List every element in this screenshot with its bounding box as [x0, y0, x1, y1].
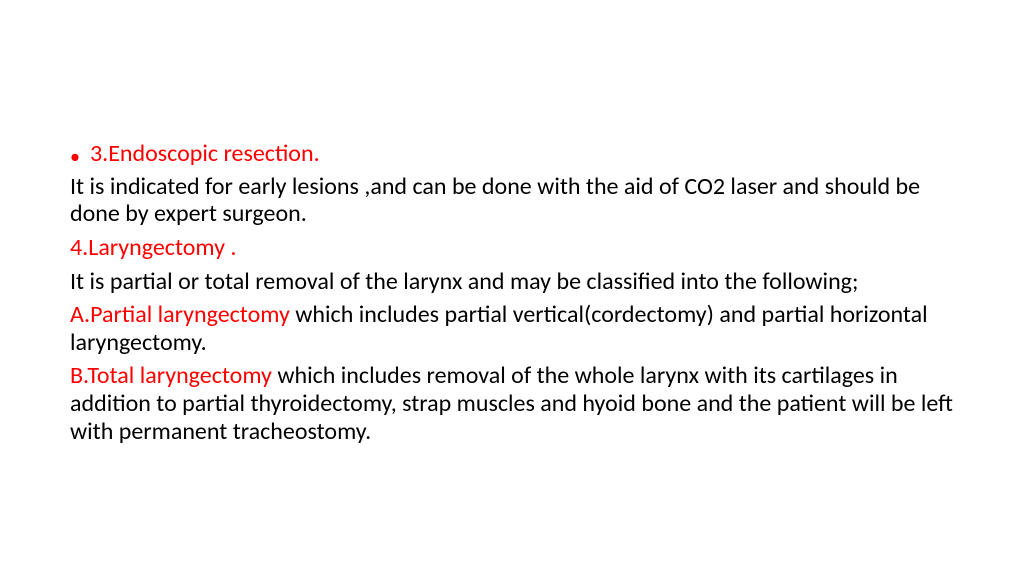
item-b-label: B.Total laryngectomy: [70, 361, 277, 390]
item-partial-laryngectomy: A.Partial laryngectomy which includes pa…: [70, 301, 974, 356]
paragraph-laryngectomy-desc: It is partial or total removal of the la…: [70, 268, 974, 296]
bullet-glyph: •: [70, 147, 80, 167]
item-total-laryngectomy: B.Total laryngectomy which includes remo…: [70, 362, 974, 445]
slide-content: • 3.Endoscopic resection. It is indicate…: [70, 140, 974, 451]
heading-laryngectomy: 4.Laryngectomy .: [70, 234, 974, 262]
paragraph-endoscopic-desc: It is indicated for early lesions ,and c…: [70, 173, 974, 228]
heading-4-text: 4.Laryngectomy .: [70, 233, 237, 262]
heading-endoscopic: 3.Endoscopic resection.: [90, 140, 320, 169]
item-a-label: A.Partial laryngectomy: [70, 300, 295, 329]
bullet-item-3: • 3.Endoscopic resection.: [70, 140, 974, 169]
